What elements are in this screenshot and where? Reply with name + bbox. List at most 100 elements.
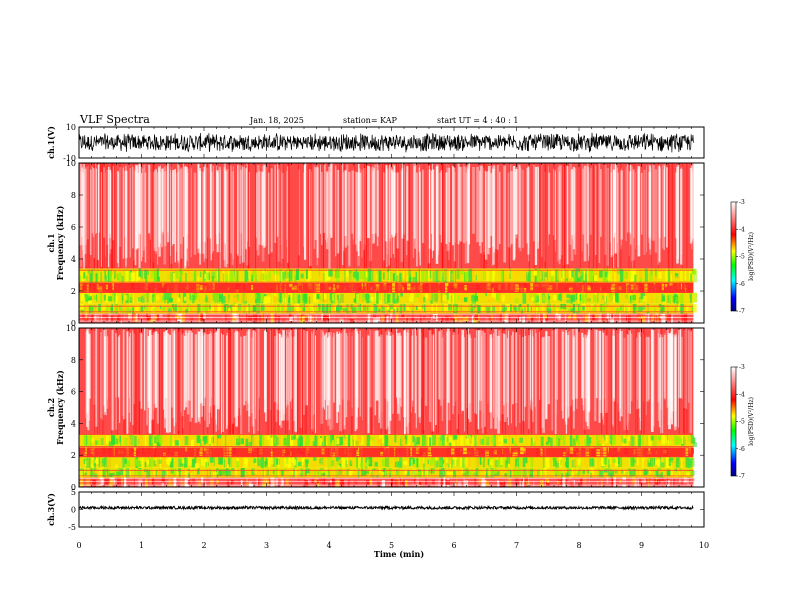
spectrogram-streak xyxy=(315,335,316,433)
spectrogram-streak xyxy=(178,169,180,268)
y-axis-label: ch.1 xyxy=(46,233,56,252)
spectrogram-streak xyxy=(416,172,418,267)
spectrogram-cell xyxy=(110,307,113,311)
spectrogram-cell xyxy=(327,456,332,468)
spectrogram-cell xyxy=(509,269,511,274)
spectrogram-cell xyxy=(184,296,187,301)
spectrogram-cell xyxy=(412,469,416,476)
spectrogram-cell xyxy=(400,303,403,314)
spectrogram-cell xyxy=(272,456,276,467)
spectrogram-streak xyxy=(476,166,479,243)
spectrogram-cell xyxy=(342,482,345,487)
spectrogram-streak xyxy=(248,329,251,417)
spectrogram-streak xyxy=(314,167,317,240)
spectrogram-cell xyxy=(327,470,329,478)
spectrogram-cell xyxy=(187,309,190,313)
spectrogram-cell xyxy=(189,293,192,301)
spectrogram-cell xyxy=(293,459,297,466)
spectrogram-cell xyxy=(96,294,98,302)
spectrogram-cell xyxy=(320,459,323,466)
spectrogram-streak xyxy=(490,172,493,236)
spectrogram-cell xyxy=(296,268,299,281)
y-axis-label: ch.3(V) xyxy=(46,493,56,526)
spectrogram-cell xyxy=(177,435,182,441)
spectrogram-cell xyxy=(566,299,570,303)
spectrogram-cell xyxy=(492,306,496,313)
spectrogram-streak xyxy=(585,337,588,422)
spectrogram-cell xyxy=(311,468,314,478)
spectrogram-cell xyxy=(428,470,431,474)
spectrogram-streak xyxy=(456,328,458,430)
spectrogram-cell xyxy=(496,293,500,302)
spectrogram-cell xyxy=(617,468,619,476)
spectrogram-cell xyxy=(291,286,296,291)
spectrogram-streak xyxy=(640,328,642,435)
spectrogram-streak xyxy=(602,333,604,417)
spectrogram-cell xyxy=(440,467,443,478)
spectrogram-cell xyxy=(82,285,87,290)
spectrogram-streak xyxy=(163,331,165,410)
spectrogram-cell xyxy=(442,469,446,477)
spectrogram-streak xyxy=(303,329,306,415)
spectrogram-streak xyxy=(467,170,469,244)
spectrogram-cell xyxy=(86,304,89,309)
spectrogram-streak xyxy=(354,328,357,432)
spectrogram-cell xyxy=(524,287,527,292)
spectrogram-streak xyxy=(357,163,360,257)
spectrogram-cell xyxy=(207,462,210,466)
spectrogram-cell xyxy=(160,304,163,312)
spectrogram-cell xyxy=(125,468,130,478)
spectrogram-streak xyxy=(583,165,587,262)
spectrogram-streak xyxy=(635,328,637,435)
spectrogram-cell xyxy=(588,313,591,323)
spectrogram-streak xyxy=(316,167,319,258)
spectrogram-cell xyxy=(473,479,475,485)
spectrogram-cell xyxy=(210,437,213,444)
spectrogram-cell xyxy=(613,295,616,302)
spectrogram-cell xyxy=(685,456,688,468)
spectrogram-cell xyxy=(181,317,185,323)
spectrogram-streak xyxy=(376,163,379,247)
spectrogram-cell xyxy=(293,269,298,275)
spectrogram-cell xyxy=(584,438,587,446)
spectrogram-cell xyxy=(389,477,391,487)
spectrogram-cell xyxy=(177,316,181,320)
spectrogram-cell xyxy=(223,273,225,283)
spectrogram-cell xyxy=(399,448,401,453)
spectrogram-cell xyxy=(287,457,292,468)
spectrogram-cell xyxy=(678,457,680,464)
spectrogram-cell xyxy=(541,304,545,314)
spectrogram-cell xyxy=(509,447,511,454)
spectrogram-cell xyxy=(355,307,357,313)
spectrogram-cell xyxy=(128,294,133,302)
spectrogram-cell xyxy=(372,270,374,283)
spectrogram-cell xyxy=(190,468,195,478)
spectrogram-cell xyxy=(276,435,281,446)
spectrogram-streak xyxy=(133,328,135,435)
spectrogram-cell xyxy=(365,271,368,278)
spectrogram-cell xyxy=(492,469,494,476)
spectrogram-cell xyxy=(472,292,474,304)
spectrogram-streak xyxy=(230,165,232,254)
spectrogram-cell xyxy=(236,270,239,283)
spectrogram-cell xyxy=(259,284,263,291)
spectrogram-cell xyxy=(463,297,468,302)
spectrogram-cell xyxy=(184,447,188,453)
spectrogram-cell xyxy=(86,284,89,293)
spectrogram-streak xyxy=(221,328,223,435)
spectrogram-cell xyxy=(83,434,87,447)
spectrogram-cell xyxy=(209,434,212,444)
spectrogram-streak xyxy=(427,163,429,269)
spectrogram-cell xyxy=(178,293,181,300)
spectrogram-streak xyxy=(391,172,395,238)
spectrogram-cell xyxy=(464,285,467,291)
station-label: station= KAP xyxy=(343,116,398,125)
y-tick-label: 0 xyxy=(71,483,76,492)
spectrogram-cell xyxy=(417,482,421,487)
spectrogram-cell xyxy=(527,303,529,313)
spectrogram-streak xyxy=(322,331,324,408)
spectrogram-cell xyxy=(203,470,208,477)
spectrogram-streak xyxy=(457,163,460,245)
spectrogram-cell xyxy=(187,270,189,278)
spectrogram-cell xyxy=(669,439,671,445)
